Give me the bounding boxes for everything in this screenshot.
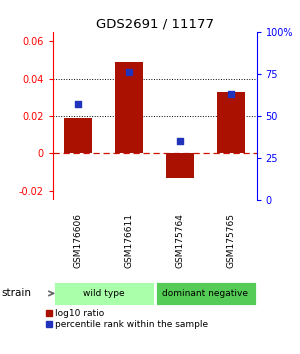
Text: dominant negative: dominant negative <box>163 289 248 298</box>
Text: strain: strain <box>2 289 31 298</box>
Point <box>178 138 182 144</box>
Text: GSM176611: GSM176611 <box>124 213 134 268</box>
Point <box>229 91 233 97</box>
Bar <box>166 153 194 178</box>
Text: GSM175765: GSM175765 <box>226 213 236 268</box>
Text: GSM175764: GSM175764 <box>176 213 184 268</box>
Bar <box>217 92 245 153</box>
Legend: log10 ratio, percentile rank within the sample: log10 ratio, percentile rank within the … <box>47 309 208 329</box>
Bar <box>52 281 154 306</box>
Text: wild type: wild type <box>83 289 124 298</box>
Bar <box>64 118 92 153</box>
Title: GDS2691 / 11177: GDS2691 / 11177 <box>95 18 214 31</box>
Point <box>76 101 80 107</box>
Text: GSM176606: GSM176606 <box>74 213 82 268</box>
Bar <box>154 281 256 306</box>
Bar <box>115 62 143 153</box>
Point <box>127 69 131 75</box>
